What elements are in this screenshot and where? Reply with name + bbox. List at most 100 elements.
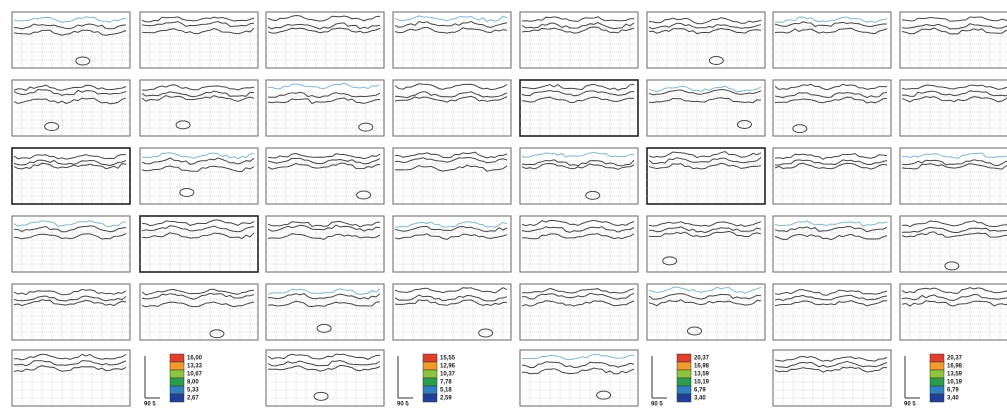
color-swatch bbox=[930, 386, 944, 394]
panel-frame bbox=[140, 284, 258, 340]
colorbar-legend: 90 5 16,00 13,33 10,67 8,00 5,33 2,67 bbox=[144, 354, 203, 408]
map-panel bbox=[647, 284, 765, 340]
color-swatch bbox=[423, 354, 437, 362]
color-swatch bbox=[930, 378, 944, 386]
map-panel bbox=[12, 216, 130, 272]
map-panel bbox=[900, 284, 1007, 340]
legend-label: 10,67 bbox=[187, 372, 203, 378]
map-panel bbox=[266, 80, 384, 136]
map-panel bbox=[266, 12, 384, 68]
map-panel bbox=[140, 80, 258, 136]
legend-label: 8,00 bbox=[187, 380, 199, 386]
color-swatch bbox=[930, 362, 944, 370]
legend-axis-label: 90 5 bbox=[651, 402, 663, 408]
map-panel bbox=[520, 216, 638, 272]
map-panel bbox=[266, 216, 384, 272]
color-swatch bbox=[170, 354, 184, 362]
color-swatch bbox=[423, 370, 437, 378]
legend-label: 10,37 bbox=[440, 372, 456, 378]
color-swatch bbox=[677, 362, 691, 370]
legend-label: 6,79 bbox=[947, 388, 959, 394]
panel-frame bbox=[393, 80, 511, 136]
color-swatch bbox=[677, 378, 691, 386]
legend-label: 7,78 bbox=[440, 380, 452, 386]
map-panel bbox=[647, 12, 765, 68]
map-panel bbox=[773, 284, 891, 340]
colorbar-legend: 90 520,3716,9813,5910,196,793,40 bbox=[651, 354, 710, 408]
map-panel bbox=[647, 216, 765, 272]
panel-frame bbox=[12, 148, 130, 204]
map-panel bbox=[393, 284, 511, 340]
legend-axis-label: 90 5 bbox=[397, 402, 409, 408]
color-swatch bbox=[170, 378, 184, 386]
color-swatch bbox=[423, 362, 437, 370]
color-swatch bbox=[677, 354, 691, 362]
map-panel bbox=[140, 216, 258, 272]
map-panel bbox=[12, 12, 130, 68]
color-swatch bbox=[930, 370, 944, 378]
map-panel bbox=[140, 284, 258, 340]
legend-axis-label: 90 5 bbox=[904, 402, 916, 408]
legend-label: 13,33 bbox=[187, 364, 203, 370]
color-swatch bbox=[677, 394, 691, 402]
map-panel bbox=[773, 80, 891, 136]
map-panel bbox=[520, 284, 638, 340]
map-panel bbox=[140, 148, 258, 204]
map-panel bbox=[520, 12, 638, 68]
map-panel bbox=[393, 80, 511, 136]
map-panel bbox=[773, 12, 891, 68]
legend-label: 16,98 bbox=[947, 364, 963, 370]
legend-label: 3,40 bbox=[947, 396, 959, 402]
map-panel bbox=[140, 12, 258, 68]
map-panel bbox=[393, 216, 511, 272]
map-panel bbox=[520, 80, 638, 136]
legend-label: 13,59 bbox=[694, 372, 710, 378]
map-panel bbox=[773, 216, 891, 272]
map-panel bbox=[900, 12, 1007, 68]
legend-label: 10,19 bbox=[947, 380, 963, 386]
legend-label: 16,00 bbox=[187, 356, 203, 362]
map-panel bbox=[900, 148, 1007, 204]
map-panel bbox=[266, 350, 384, 406]
color-swatch bbox=[930, 394, 944, 402]
panel-frame bbox=[140, 80, 258, 136]
map-panel bbox=[393, 12, 511, 68]
legend-label: 10,19 bbox=[694, 380, 710, 386]
legend-label: 20,37 bbox=[694, 356, 710, 362]
color-swatch bbox=[677, 370, 691, 378]
map-panel bbox=[773, 350, 891, 406]
legend-label: 3,40 bbox=[694, 396, 706, 402]
legend-label: 2,67 bbox=[187, 396, 199, 402]
map-panel bbox=[520, 350, 638, 406]
color-swatch bbox=[423, 378, 437, 386]
map-panel bbox=[266, 284, 384, 340]
map-panel bbox=[773, 148, 891, 204]
legend-label: 20,37 bbox=[947, 356, 963, 362]
panel-frame bbox=[900, 284, 1007, 340]
color-swatch bbox=[423, 394, 437, 402]
legend-label: 12,96 bbox=[440, 364, 456, 370]
panel-frame bbox=[520, 284, 638, 340]
legend-label: 13,59 bbox=[947, 372, 963, 378]
color-swatch bbox=[423, 386, 437, 394]
panel-frame bbox=[773, 284, 891, 340]
map-panel bbox=[12, 284, 130, 340]
map-panel bbox=[900, 80, 1007, 136]
color-swatch bbox=[677, 386, 691, 394]
map-panel bbox=[12, 148, 130, 204]
map-panel bbox=[520, 148, 638, 204]
map-panel bbox=[647, 80, 765, 136]
legend-label: 2,59 bbox=[440, 396, 452, 402]
color-swatch bbox=[170, 394, 184, 402]
colorbar-legend: 90 515,5512,9610,377,785,182,59 bbox=[397, 354, 456, 408]
map-panel bbox=[12, 80, 130, 136]
map-panel bbox=[12, 350, 130, 406]
legend-axis-label: 90 5 bbox=[144, 402, 156, 408]
legend-label: 6,79 bbox=[694, 388, 706, 394]
map-panel bbox=[900, 216, 1007, 272]
legend-label: 15,55 bbox=[440, 356, 456, 362]
color-swatch bbox=[170, 386, 184, 394]
colorbar-legend: 90 5 20,37 16,98 13,59 10,19 6,79 3,40 bbox=[904, 354, 963, 408]
legend-label: 5,33 bbox=[187, 388, 199, 394]
map-panel bbox=[266, 148, 384, 204]
